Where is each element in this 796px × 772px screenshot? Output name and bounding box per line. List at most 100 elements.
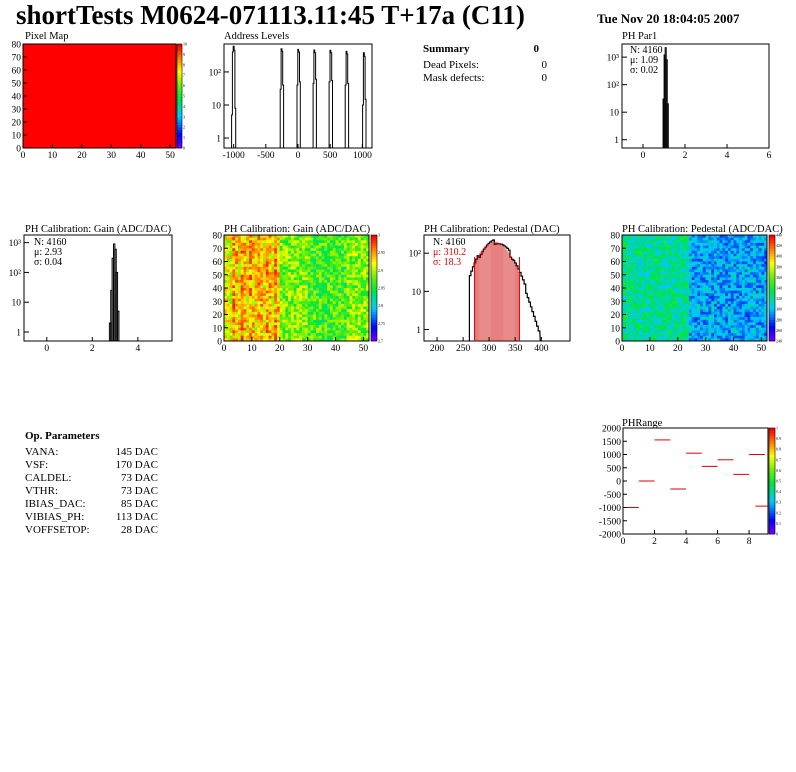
ped-map-cell: [705, 269, 709, 273]
ped-map-cell: [683, 269, 687, 273]
ped-map-cell: [638, 298, 642, 302]
ped-map-cell: [700, 330, 704, 334]
ped-map-cell: [755, 269, 759, 273]
gain-map-cell: [237, 258, 242, 262]
ped-map-cell: [677, 319, 681, 323]
gain-map-cell: [304, 309, 308, 313]
ped-map-cell: [730, 293, 734, 297]
ped-map-cell: [647, 256, 651, 260]
pixel-map-colorbar-label: 5: [183, 94, 185, 99]
ped-map-cell: [722, 248, 726, 252]
ped-map-cell: [691, 333, 695, 336]
gain-map-cell: [316, 309, 320, 313]
ped-map-cell: [697, 240, 701, 244]
ped-map-cell: [741, 274, 745, 278]
ped-map-cell: [761, 250, 765, 254]
gain-map-cell: [237, 253, 242, 257]
gain-map-cell: [265, 237, 269, 241]
gain-map-cell: [271, 277, 275, 281]
gain-map-cell: [249, 285, 253, 289]
gain-map-cell: [237, 322, 242, 326]
ped-map-cell: [644, 253, 648, 257]
gain-map-cell: [355, 325, 359, 329]
ped-map-cell: [641, 245, 645, 249]
gain-map-cell: [282, 235, 286, 238]
gain-map-cell: [310, 261, 314, 265]
ped-map-cell: [739, 266, 743, 270]
ped-map-cell: [719, 280, 723, 283]
ped-map-cell: [744, 288, 748, 291]
ped-map-cell: [705, 327, 709, 331]
ped-map-cell: [674, 277, 679, 281]
gain-hist-bin: [117, 310, 120, 342]
gain-map-cell: [363, 314, 367, 318]
gain-map-cell: [296, 290, 300, 294]
ped-map-cell: [694, 277, 698, 281]
gain-map-cell: [332, 288, 336, 291]
gain-map-cell: [276, 290, 281, 294]
ped-map-cell: [750, 277, 754, 281]
gain-map-cell: [366, 306, 370, 310]
ped-map-cell: [719, 303, 723, 307]
ped-map-cell: [677, 317, 681, 321]
gain-map-cell: [246, 285, 250, 289]
ped-map-cell: [716, 269, 720, 273]
gain-map-cell: [332, 277, 336, 281]
ped-map-cell: [719, 327, 723, 331]
gain-map-cell: [316, 253, 320, 257]
gain-map-cell: [260, 256, 264, 260]
ped-map-cell: [630, 295, 634, 299]
gain-map-cell: [276, 240, 281, 244]
gain-map-cell: [346, 317, 350, 321]
ped-map-cell: [744, 242, 748, 246]
ped-map-cell: [635, 303, 640, 307]
gain-map-cell: [327, 314, 331, 318]
ped-map-cell: [694, 258, 698, 262]
gain-map-cell: [352, 330, 356, 334]
ped-map-cell: [672, 237, 676, 241]
ped-map-cell: [753, 301, 757, 305]
ped-map-cell: [753, 235, 757, 238]
gain-map-cell: [332, 274, 336, 278]
ped-map-cell: [688, 298, 693, 302]
gain-map-cell: [237, 240, 242, 244]
ped-map-cell: [761, 264, 765, 268]
ped-map-cell: [727, 288, 732, 291]
gain-map-cell: [229, 256, 233, 260]
ped-map-cell: [719, 250, 723, 254]
gain-map-cell: [352, 319, 356, 323]
ped-map-cell: [722, 280, 726, 283]
gain-map-cell: [246, 245, 250, 249]
ped-map-cell: [727, 261, 732, 265]
ped-map-cell: [688, 301, 693, 305]
ped-map-cell: [624, 319, 628, 323]
ped-map-cell: [683, 253, 687, 257]
ped-map-cell: [719, 269, 723, 273]
ph-par1-xtick-label: 0: [641, 151, 646, 161]
ped-map-ytick-label: 80: [611, 232, 621, 242]
gain-map-cell: [357, 240, 361, 244]
gain-map-cell: [302, 319, 306, 323]
gain-hist-title: PH Calibration: Gain (ADC/DAC): [25, 224, 172, 235]
ped-map-cell: [661, 248, 665, 252]
gain-map-cell: [268, 338, 272, 342]
ped-map-cell: [727, 237, 732, 241]
ped-map-cell: [680, 338, 684, 342]
gain-map-cell: [343, 237, 347, 241]
ped-map-cell: [725, 250, 729, 254]
gain-map-cell: [357, 322, 361, 326]
ped-map-cell: [716, 237, 720, 241]
gain-map-colorbar-cell: [371, 338, 377, 342]
ped-map-cell: [764, 237, 768, 241]
ped-map-cell: [744, 303, 748, 307]
ped-map-cell: [722, 240, 726, 244]
ped-map-cell: [741, 282, 745, 286]
gain-map-cell: [237, 266, 242, 270]
gain-map-cell: [332, 311, 336, 315]
gain-map-cell: [265, 298, 269, 302]
gain-map-cell: [338, 330, 342, 334]
gain-map-cell: [251, 288, 255, 291]
ped-map-cell: [764, 280, 768, 283]
gain-map-cell: [293, 258, 297, 262]
gain-map-cell: [240, 272, 244, 276]
